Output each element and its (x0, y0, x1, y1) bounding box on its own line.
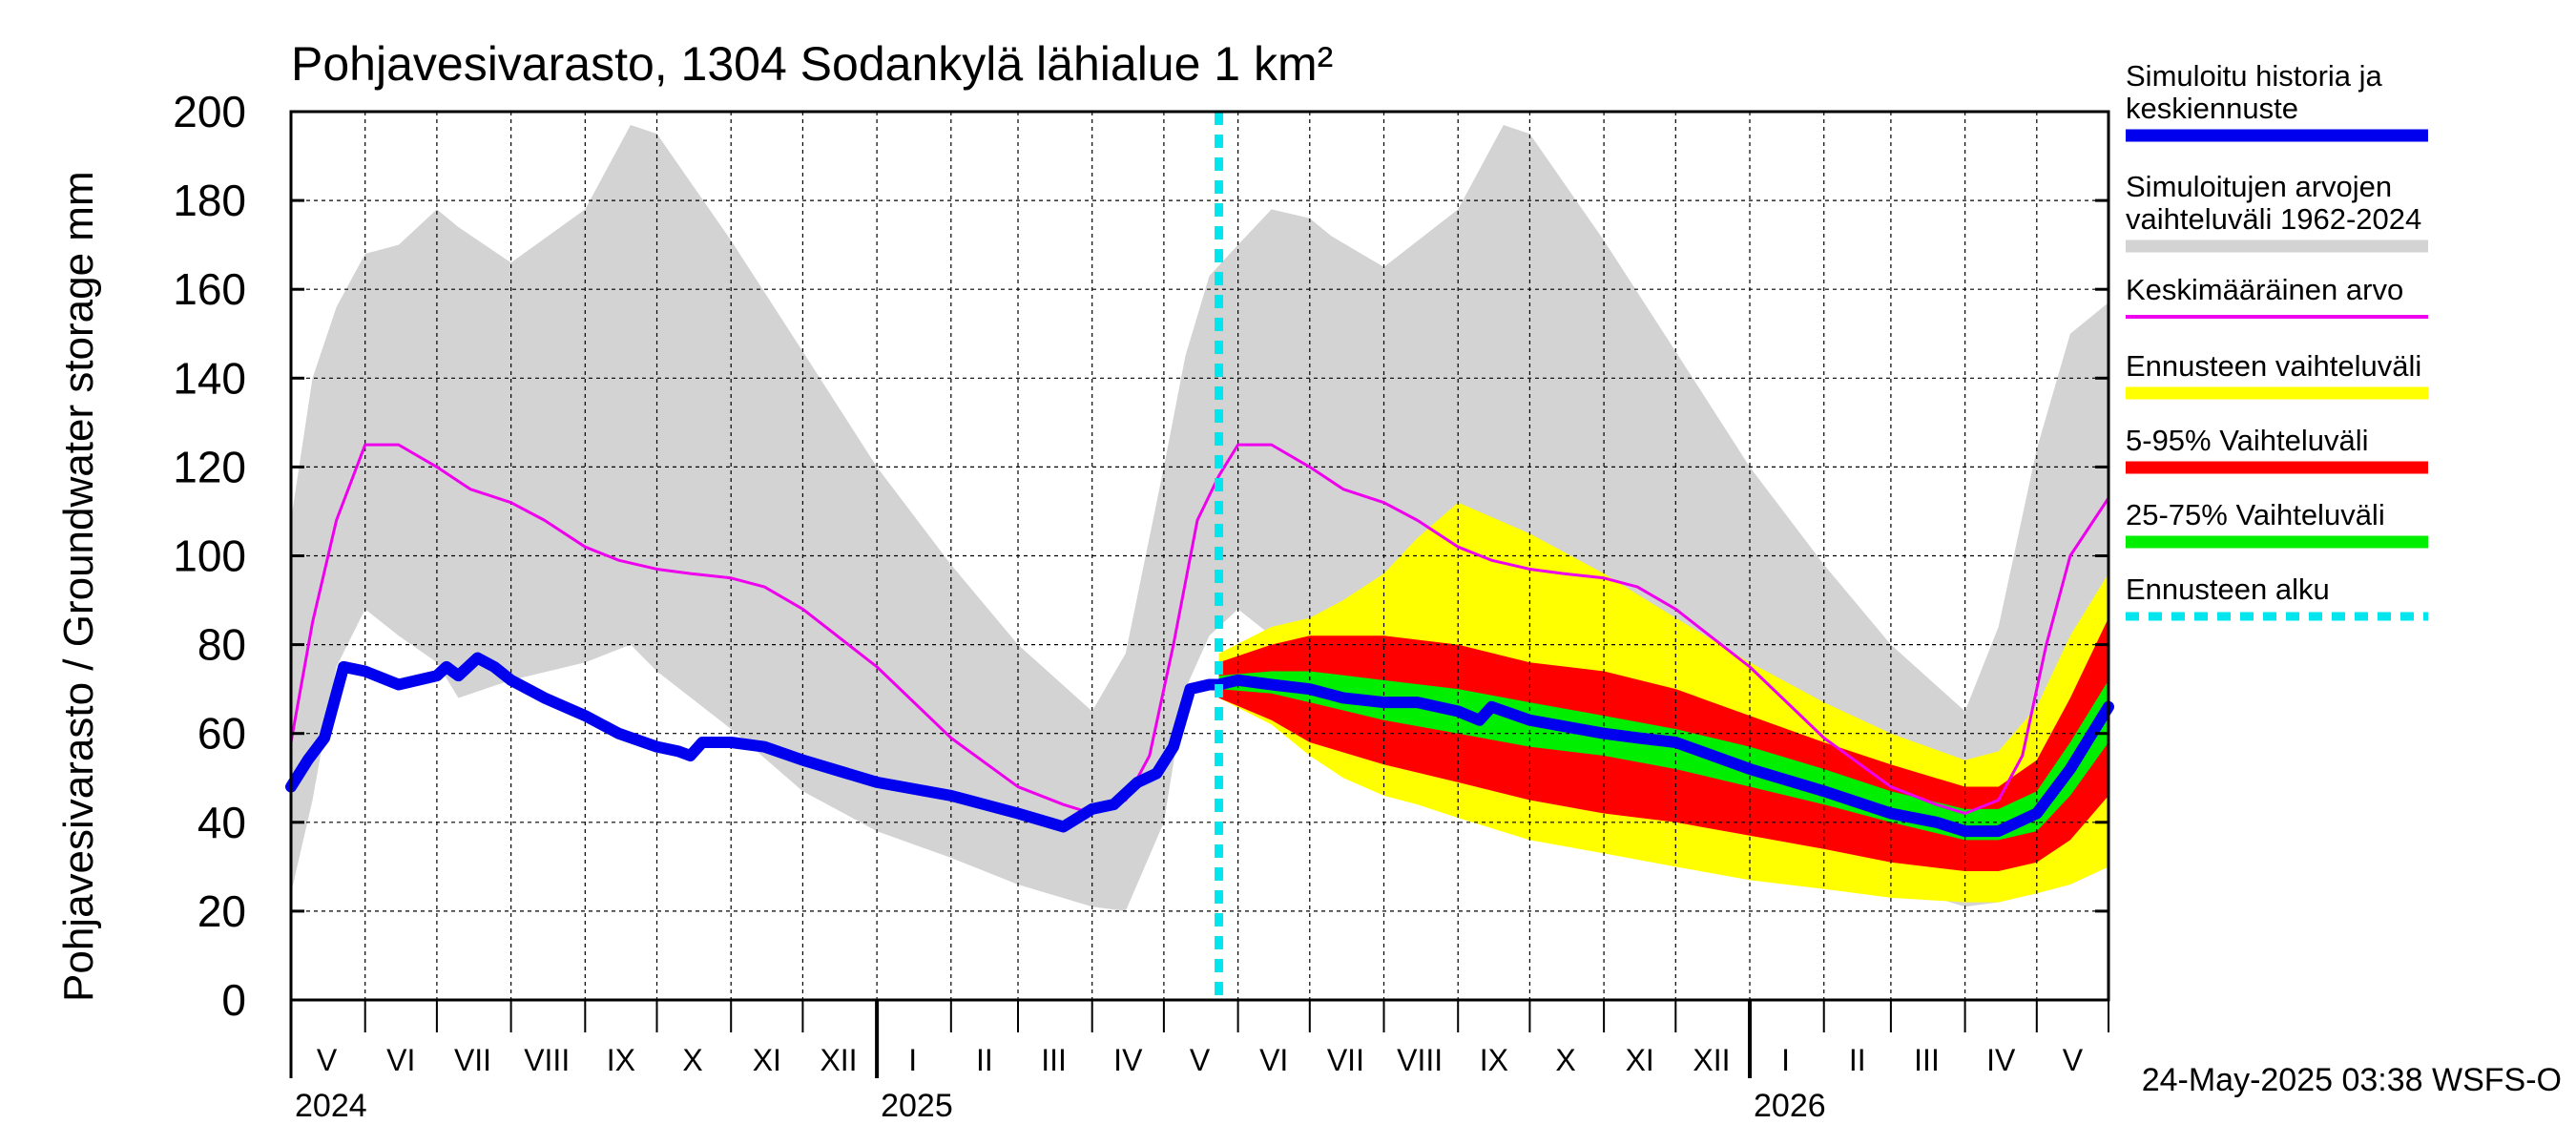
month-label: VI (1259, 1043, 1288, 1077)
legend-label: 5-95% Vaihteluväli (2126, 424, 2368, 457)
month-label: V (1190, 1043, 1211, 1077)
month-label: IX (607, 1043, 635, 1077)
y-tick-label: 120 (173, 442, 246, 491)
footer-timestamp: 24-May-2025 03:38 WSFS-O (2142, 1062, 2562, 1098)
month-label: III (1914, 1043, 1940, 1077)
month-label: I (908, 1043, 917, 1077)
legend-label: Simuloitu historia ja keskiennuste (2126, 59, 2383, 125)
y-tick-label: 80 (197, 620, 246, 670)
legend: Simuloitu historia ja keskiennusteSimuloi… (2126, 59, 2428, 621)
month-label: VI (386, 1043, 415, 1077)
legend-label: Keskimääräinen arvo (2126, 273, 2403, 306)
y-tick-label: 100 (173, 531, 246, 581)
grid-layer (291, 112, 2109, 1000)
legend-label-line: keskiennuste (2126, 92, 2298, 125)
month-label: XI (753, 1043, 781, 1077)
legend-label-line: Simuloitu historia ja (2126, 59, 2383, 93)
y-tick-label: 0 (221, 975, 246, 1025)
month-label: XI (1626, 1043, 1654, 1077)
legend-label: Ennusteen alku (2126, 572, 2330, 606)
month-label: V (317, 1043, 338, 1077)
month-label: X (1555, 1043, 1575, 1077)
month-label: IV (1986, 1043, 2016, 1077)
line-layer (285, 112, 2114, 1000)
y-tick-label: 60 (197, 709, 246, 759)
month-label: X (682, 1043, 702, 1077)
month-label: XII (1693, 1043, 1730, 1077)
month-label: VII (1327, 1043, 1364, 1077)
y-tick-label: 200 (173, 87, 246, 136)
legend-label: Simuloitujen arvojen vaihteluväli 1962-20… (2126, 170, 2421, 236)
chart-title: Pohjavesivarasto, 1304 Sodankylä lähialu… (291, 37, 1333, 91)
month-label: II (1849, 1043, 1866, 1077)
year-label: 2026 (1754, 1088, 1826, 1124)
month-label: III (1041, 1043, 1067, 1077)
series-line-5 (285, 652, 2114, 838)
y-axis-label: Pohjavesivarasto / Groundwater storage m… (55, 171, 102, 1002)
month-label: XII (820, 1043, 857, 1077)
legend-label-line: Simuloitujen arvojen (2126, 170, 2392, 203)
month-label: VII (454, 1043, 491, 1077)
month-label: II (976, 1043, 993, 1077)
legend-label: 25-75% Vaihteluväli (2126, 498, 2385, 531)
y-tick-label: 180 (173, 176, 246, 225)
y-tick-label: 20 (197, 886, 246, 936)
y-tick-label: 140 (173, 353, 246, 403)
month-label: IV (1113, 1043, 1143, 1077)
year-label: 2025 (881, 1088, 953, 1124)
month-label: V (2063, 1043, 2084, 1077)
y-tick-label: 160 (173, 264, 246, 314)
month-label: VIII (1397, 1043, 1443, 1077)
series-line-4 (289, 443, 2110, 815)
month-label: IX (1480, 1043, 1508, 1077)
y-tick-label: 40 (197, 798, 246, 847)
series-band-3 (1218, 671, 2109, 841)
legend-label: Ennusteen vaihteluväli (2126, 349, 2421, 383)
legend-label-line: vaihteluväli 1962-2024 (2126, 202, 2421, 236)
month-label: VIII (524, 1043, 570, 1077)
month-label: I (1781, 1043, 1790, 1077)
year-label: 2024 (295, 1088, 367, 1124)
